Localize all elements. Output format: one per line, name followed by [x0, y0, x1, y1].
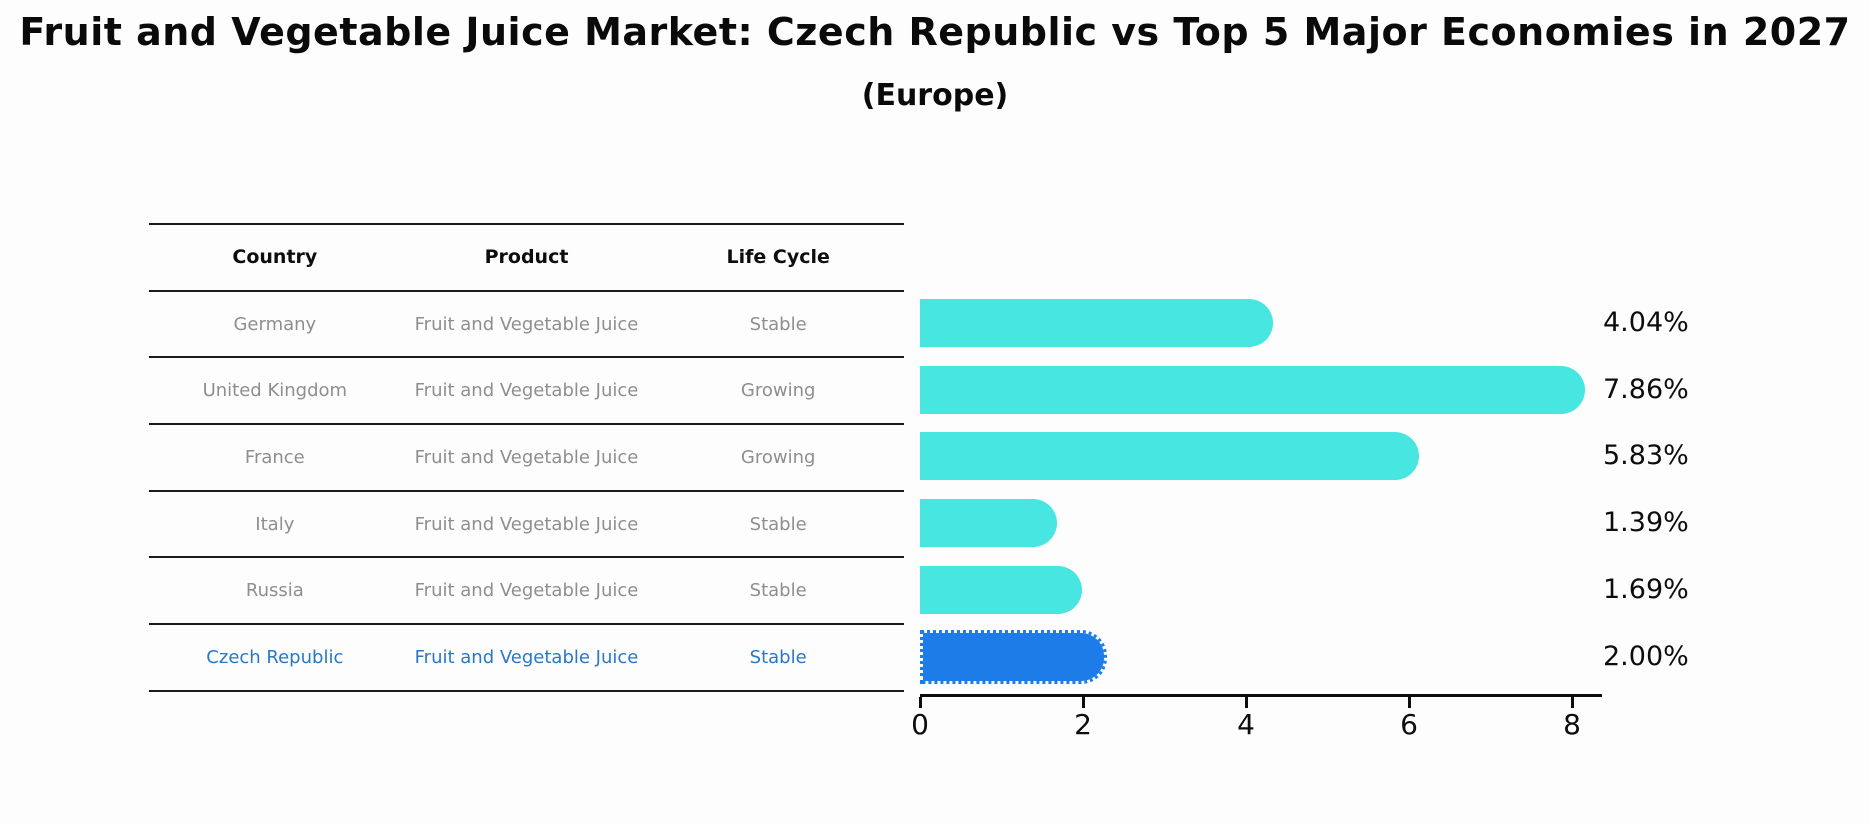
bar-germany — [920, 299, 1274, 347]
x-axis-tick-2 — [1082, 697, 1085, 708]
bar-italy — [920, 499, 1058, 548]
cell-life-cycle: Growing — [740, 446, 816, 468]
x-axis-tick-4 — [1245, 697, 1248, 708]
cell-life-cycle: Growing — [740, 380, 816, 402]
cell-life-cycle: Stable — [749, 313, 807, 335]
x-axis-tick-0 — [919, 697, 922, 708]
value-label-italy: 1.39% — [1603, 507, 1689, 539]
country-table: Country Product Life Cycle Germany Fruit … — [149, 223, 904, 692]
column-header-life-cycle: Life Cycle — [726, 246, 830, 269]
bar-russia — [920, 565, 1082, 614]
cell-product: Fruit and Vegetable Juice — [414, 380, 639, 402]
cell-product: Fruit and Vegetable Juice — [414, 313, 639, 335]
bar-france — [920, 432, 1420, 481]
cell-product: Fruit and Vegetable Juice — [414, 646, 639, 668]
table-row-russia: Russia Fruit and Vegetable Juice Stable — [149, 556, 904, 623]
cell-country: France — [244, 446, 305, 468]
cell-life-cycle: Stable — [749, 646, 807, 668]
cell-life-cycle: Stable — [749, 513, 807, 535]
column-header-country: Country — [232, 246, 318, 269]
cell-country: United Kingdom — [202, 380, 348, 402]
table-row-germany: Germany Fruit and Vegetable Juice Stable — [149, 289, 904, 357]
x-axis-ticklabel-8: 8 — [1563, 708, 1581, 741]
cell-life-cycle: Stable — [749, 580, 807, 602]
cell-country: Italy — [255, 513, 295, 535]
bar-united-kingdom — [920, 365, 1585, 414]
table-row-united-kingdom: United Kingdom Fruit and Vegetable Juice G… — [149, 356, 904, 423]
bar-czech-republic — [920, 629, 1107, 684]
x-axis-line — [920, 694, 1602, 697]
x-axis-ticklabel-0: 0 — [911, 708, 929, 741]
cell-product: Fruit and Vegetable Juice — [414, 513, 639, 535]
cell-product: Fruit and Vegetable Juice — [414, 580, 639, 602]
cell-country: Czech Republic — [206, 646, 344, 668]
value-label-germany: 4.04% — [1603, 307, 1689, 338]
x-axis-tick-8 — [1571, 697, 1574, 708]
column-header-product: Product — [484, 246, 569, 269]
cell-country: Russia — [245, 580, 304, 602]
value-label-czech-republic: 2.00% — [1603, 640, 1689, 672]
table-row-czech-republic: Czech Republic Fruit and Vegetable Juice S… — [149, 623, 904, 692]
x-axis-ticklabel-2: 2 — [1074, 708, 1092, 741]
chart-subtitle: (Europe) — [861, 78, 1009, 113]
table-header-row: Country Product Life Cycle — [149, 223, 904, 290]
table-row-italy: Italy Fruit and Vegetable Juice Stable — [149, 489, 904, 557]
x-axis-tick-6 — [1408, 697, 1411, 708]
table-row-france: France Fruit and Vegetable Juice Growing — [149, 423, 904, 490]
cell-product: Fruit and Vegetable Juice — [414, 446, 639, 468]
value-label-united-kingdom: 7.86% — [1603, 373, 1689, 405]
value-label-russia: 1.69% — [1603, 573, 1689, 605]
chart-title: Fruit and Vegetable Juice Market: Czech … — [19, 10, 1851, 54]
value-label-france: 5.83% — [1603, 440, 1689, 472]
x-axis-ticklabel-4: 4 — [1237, 708, 1255, 741]
cell-country: Germany — [233, 313, 317, 335]
x-axis-ticklabel-6: 6 — [1400, 708, 1418, 741]
